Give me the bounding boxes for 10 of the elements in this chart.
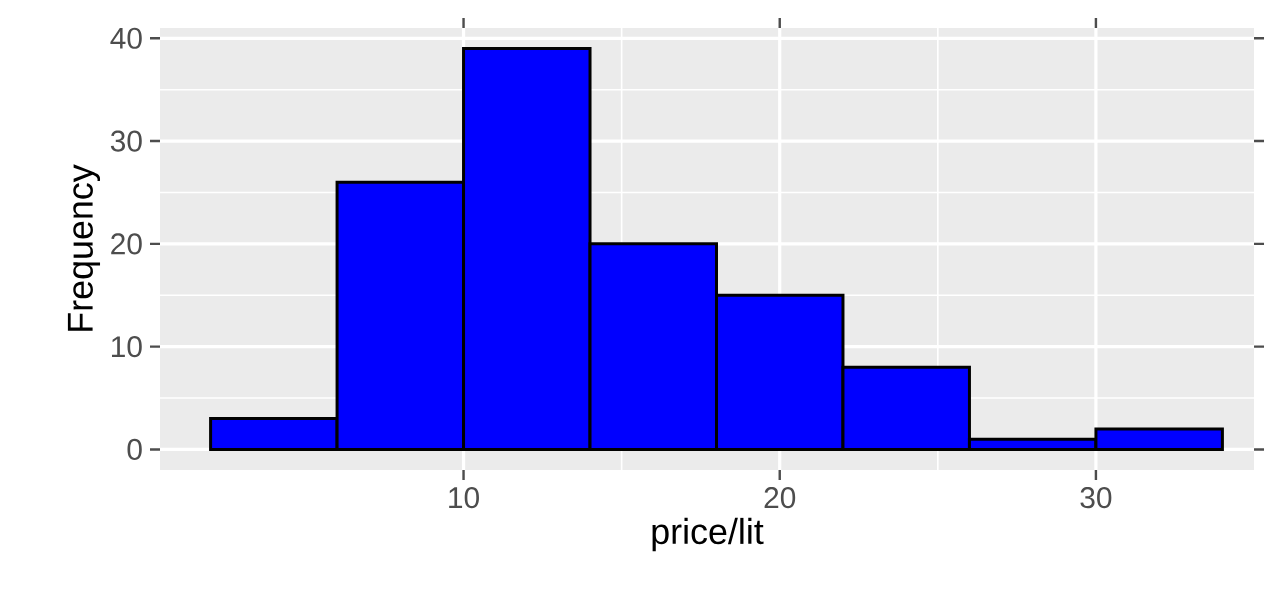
y-tick-label: 0 [127, 438, 142, 461]
x-tick-label: 10 [449, 487, 479, 509]
y-tick-label: 40 [110, 27, 142, 49]
x-tick-label: 30 [1080, 487, 1112, 509]
y-tick-label: 30 [110, 130, 142, 152]
x-axis-title: price/lit [652, 517, 764, 552]
y-tick-label: 10 [112, 336, 142, 358]
y-tick-label: 20 [111, 233, 142, 255]
y-axis-title: Frequency [67, 164, 101, 331]
x-tick-label: 20 [764, 487, 796, 509]
